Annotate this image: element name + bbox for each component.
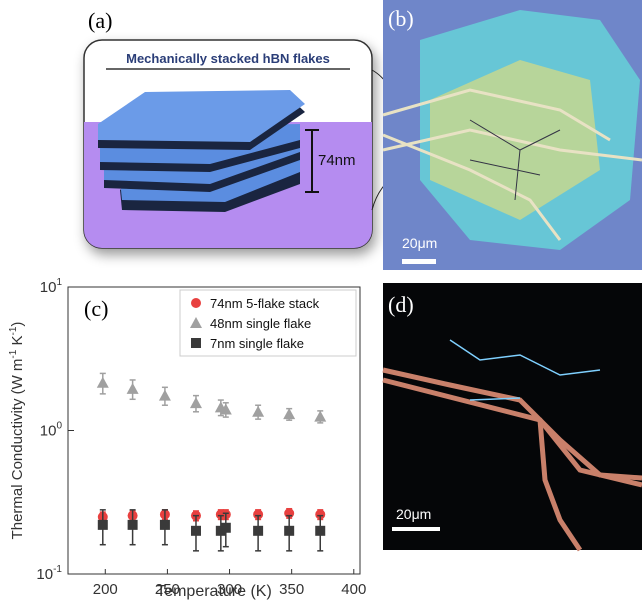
- point: [315, 526, 325, 536]
- figure: (a) Mechanically stacked hBN flakes 74nm…: [0, 0, 642, 601]
- x-tick-label: 200: [93, 581, 118, 598]
- point: [191, 526, 201, 536]
- panel-label: (c): [84, 296, 108, 321]
- legend-marker: [191, 338, 201, 348]
- point: [284, 526, 294, 536]
- point: [190, 397, 202, 408]
- tick-exponent: -1: [53, 564, 62, 575]
- point: [314, 411, 326, 422]
- point: [221, 523, 231, 533]
- point: [98, 520, 108, 530]
- tick-base: 10: [40, 423, 57, 440]
- diagram-title: Mechanically stacked hBN flakes: [126, 51, 330, 66]
- y-axis-label: Thermal Conductivity (W m-1 K-1): [8, 322, 26, 540]
- y-label-part: K: [9, 335, 26, 349]
- legend-label: 74nm 5-flake stack: [210, 296, 320, 311]
- point: [252, 406, 264, 417]
- tick-exponent: 0: [56, 421, 62, 432]
- point: [97, 377, 109, 388]
- x-tick-label: 400: [341, 581, 366, 598]
- point: [159, 390, 171, 401]
- panel-label: (b): [388, 6, 414, 31]
- legend-marker: [191, 298, 201, 308]
- x-axis-label: Temperature (K): [156, 583, 272, 600]
- flakes: [98, 90, 305, 212]
- thickness-label: 74nm: [318, 152, 356, 169]
- y-label-part: ): [9, 322, 26, 327]
- panel-label: (a): [88, 8, 112, 33]
- y-label-part: Thermal Conductivity (W m: [9, 359, 26, 540]
- panel-label: (d): [388, 292, 414, 317]
- y-tick-label: 100: [40, 421, 63, 440]
- legend-label: 48nm single flake: [210, 316, 311, 331]
- tick-base: 10: [40, 279, 57, 296]
- point: [128, 520, 138, 530]
- y-tick-label: 10-1: [36, 564, 62, 583]
- point: [253, 526, 263, 536]
- scale-bar-label: 20μm: [402, 235, 437, 251]
- tick-exponent: 1: [56, 277, 62, 288]
- tick-base: 10: [36, 566, 53, 583]
- legend-label: 7nm single flake: [210, 336, 304, 351]
- y-tick-label: 101: [40, 277, 63, 296]
- point: [160, 520, 170, 530]
- optical-image-b: [383, 0, 642, 270]
- x-tick-label: 350: [279, 581, 304, 598]
- point: [283, 408, 295, 419]
- scale-bar-label: 20μm: [396, 506, 431, 522]
- point: [127, 383, 139, 394]
